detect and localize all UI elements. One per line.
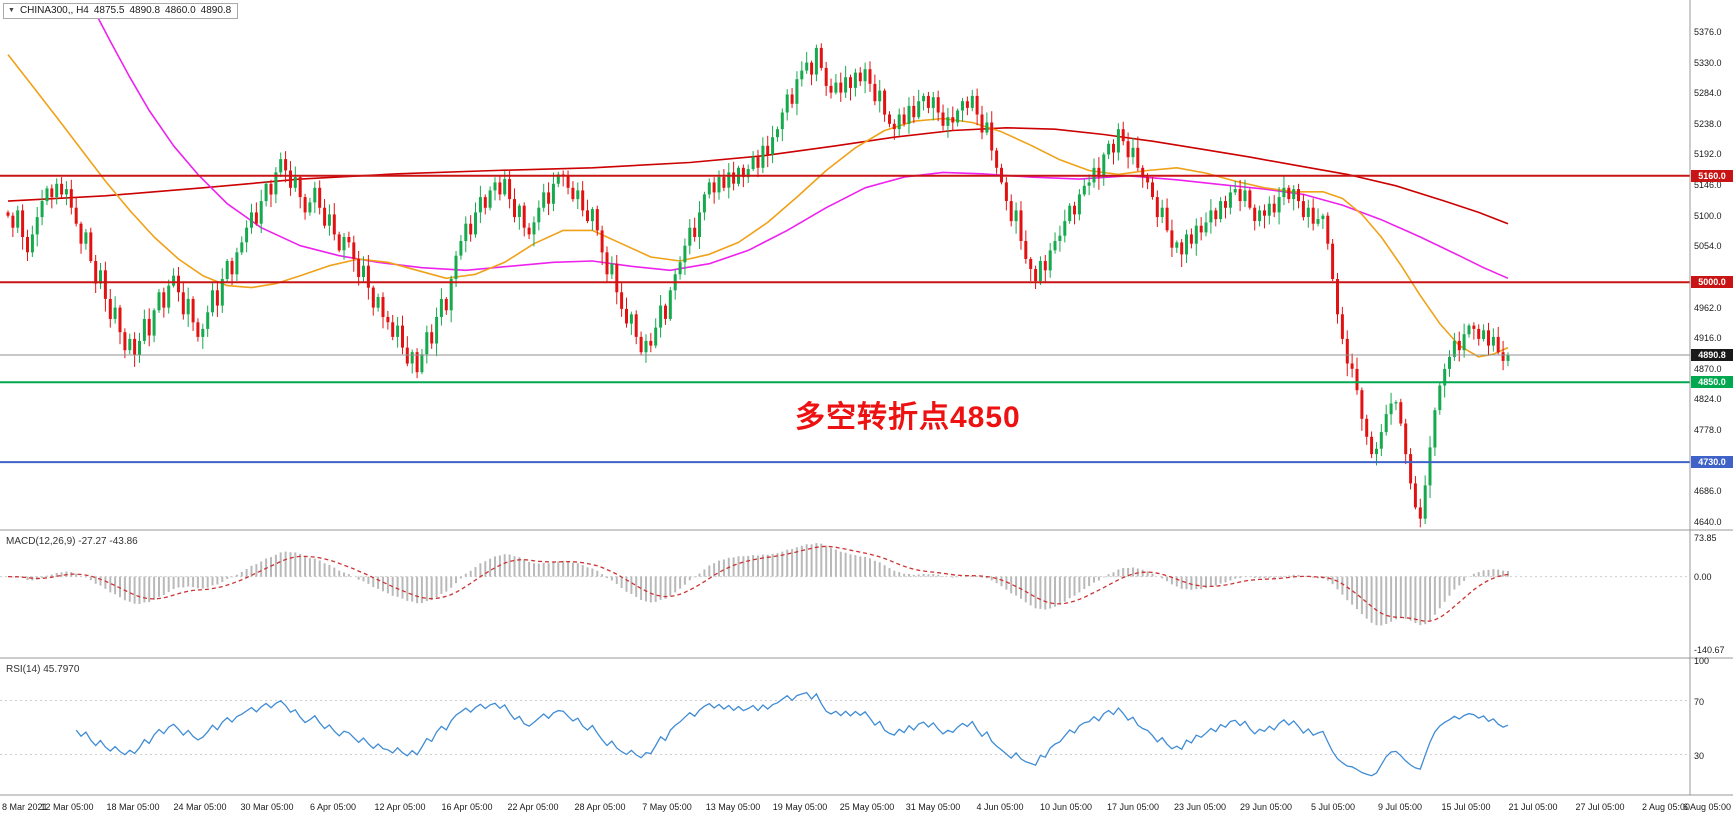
price-tick-label: 4686.0 xyxy=(1694,486,1722,496)
rsi-tick-label: 30 xyxy=(1694,751,1705,761)
macd-tick-label: 73.85 xyxy=(1694,533,1717,543)
date-label: 23 Jun 05:00 xyxy=(1173,802,1227,812)
price-tick-label: 4870.0 xyxy=(1694,364,1722,374)
macd-tick-label: -140.67 xyxy=(1694,645,1725,655)
price-tick-label: 5284.0 xyxy=(1694,88,1722,98)
price-tick-label: 5192.0 xyxy=(1694,149,1722,159)
date-label: 13 May 05:00 xyxy=(705,802,761,812)
chart-annotation-text: 多空转折点4850 xyxy=(795,401,1021,434)
time-axis[interactable]: 8 Mar 2021 12 Mar 05:00 18 Mar 05:00 24 Mar… xyxy=(0,797,1733,839)
open-value: 4875.5 xyxy=(93,5,125,16)
date-label: 10 Jun 05:00 xyxy=(1039,802,1093,812)
price-line-tag: 4850.0 xyxy=(1691,376,1733,388)
rsi-line xyxy=(75,691,1509,777)
price-tick-label: 5146.0 xyxy=(1694,180,1722,190)
rsi-name: RSI(14) xyxy=(6,664,41,675)
date-label: 4 Jun 05:00 xyxy=(976,802,1024,812)
date-label: 28 Apr 05:00 xyxy=(574,802,626,812)
price-line-tag: 4730.0 xyxy=(1691,456,1733,468)
date-label: 18 Mar 05:00 xyxy=(106,802,160,812)
rsi-tick-label: 100 xyxy=(1694,656,1710,666)
price-tick-label: 5238.0 xyxy=(1694,119,1722,129)
rsi-tick-label: 70 xyxy=(1694,697,1705,707)
low-value: 4860.0 xyxy=(165,5,196,16)
macd-name: MACD(12,26,9) xyxy=(6,536,76,547)
symbol-ohlc-label: ▼ CHINA300,, H4 4875.5 4890.8 4860.0 489… xyxy=(3,3,239,19)
dropdown-triangle-icon[interactable]: ▼ xyxy=(8,7,15,14)
price-tick-label: 4778.0 xyxy=(1694,425,1722,435)
date-label: 2 Aug 05:00 xyxy=(1641,802,1691,812)
date-label: 6 Apr 05:00 xyxy=(309,802,357,812)
date-label: 30 Mar 05:00 xyxy=(240,802,294,812)
rsi-indicator-label: RSI(14) 45.7970 xyxy=(6,664,79,675)
price-tick-label: 5376.0 xyxy=(1694,27,1722,37)
panel-dividers xyxy=(0,0,1733,796)
ma-fast-orange xyxy=(7,54,1509,358)
macd-tick-label: 0.00 xyxy=(1694,572,1712,582)
date-label: 17 Jun 05:00 xyxy=(1106,802,1160,812)
date-label: 15 Jul 05:00 xyxy=(1441,802,1491,812)
price-tick-label: 5054.0 xyxy=(1694,241,1722,251)
date-label: 29 Jun 05:00 xyxy=(1239,802,1293,812)
price-tick-label: 4962.0 xyxy=(1694,303,1722,313)
date-label: 19 May 05:00 xyxy=(772,802,828,812)
rsi-panel xyxy=(0,691,1690,777)
macd-panel xyxy=(0,543,1690,626)
ma-medium-magenta xyxy=(90,3,1509,280)
date-label: 12 Apr 05:00 xyxy=(374,802,426,812)
date-label: 8 Mar 2021 xyxy=(2,802,48,812)
close-value: 4890.8 xyxy=(200,5,232,16)
price-tick-label: 5330.0 xyxy=(1694,58,1722,68)
price-tick-label: 5100.0 xyxy=(1694,211,1722,221)
price-line-tag: 4890.8 xyxy=(1691,349,1733,361)
date-label: 22 Apr 05:00 xyxy=(507,802,559,812)
date-label: 12 Mar 05:00 xyxy=(40,802,94,812)
date-label: 6 Aug 05:00 xyxy=(1682,802,1731,812)
price-tick-label: 4824.0 xyxy=(1694,394,1722,404)
date-label: 5 Jul 05:00 xyxy=(1310,802,1356,812)
macd-values: -27.27 -43.86 xyxy=(78,536,138,547)
high-value: 4890.8 xyxy=(129,5,161,16)
price-axis[interactable]: 5376.0 5330.0 5284.0 5238.0 5192.0 5146.0 5100… xyxy=(1691,0,1733,795)
date-label: 16 Apr 05:00 xyxy=(441,802,493,812)
date-label: 25 May 05:00 xyxy=(839,802,895,812)
price-tick-label: 4640.0 xyxy=(1694,517,1722,527)
date-label: 31 May 05:00 xyxy=(905,802,961,812)
date-label: 21 Jul 05:00 xyxy=(1508,802,1558,812)
price-line-tag: 5000.0 xyxy=(1691,276,1733,288)
date-label: 7 May 05:00 xyxy=(642,802,692,812)
symbol-timeframe-text: CHINA300,, H4 xyxy=(19,5,89,16)
macd-indicator-label: MACD(12,26,9) -27.27 -43.86 xyxy=(6,536,138,547)
rsi-value: 45.7970 xyxy=(43,664,80,675)
date-label: 9 Jul 05:00 xyxy=(1377,802,1423,812)
macd-signal-line xyxy=(7,545,1509,622)
main-price-panel xyxy=(0,3,1690,528)
date-label: 24 Mar 05:00 xyxy=(173,802,227,812)
price-tick-label: 4916.0 xyxy=(1694,333,1722,343)
date-label: 27 Jul 05:00 xyxy=(1575,802,1625,812)
price-line-tag: 5160.0 xyxy=(1691,170,1733,182)
